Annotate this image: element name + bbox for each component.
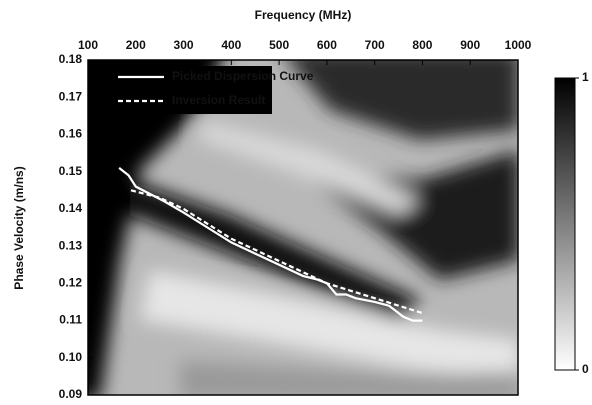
x-tick-label: 1000 xyxy=(505,38,532,52)
plot-frame xyxy=(87,59,519,396)
chart-title: Frequency (MHz) xyxy=(255,8,352,22)
x-tick-label: 400 xyxy=(221,38,241,52)
legend-label: Inversion Result xyxy=(172,93,265,107)
colorbar xyxy=(554,77,576,371)
y-tick-label: 0.17 xyxy=(59,89,83,103)
y-tick-label: 0.15 xyxy=(59,164,83,178)
x-tick-label: 300 xyxy=(174,38,194,52)
colorbar-tick-label: 0 xyxy=(582,362,589,376)
y-tick-label: 0.09 xyxy=(59,387,83,401)
data-line xyxy=(130,189,423,315)
colorbar-tick-label: 1 xyxy=(582,70,589,84)
x-tick-label: 100 xyxy=(78,38,98,52)
y-tick-label: 0.13 xyxy=(59,238,83,252)
y-tick-label: 0.14 xyxy=(59,201,83,215)
x-tick-label: 500 xyxy=(269,38,289,52)
y-tick-label: 0.10 xyxy=(59,350,83,364)
y-tick-label: 0.11 xyxy=(59,313,82,327)
y-axis-label: Phase Velocity (m/ns) xyxy=(12,166,26,289)
dispersion-image xyxy=(88,60,518,395)
y-tick-label: 0.12 xyxy=(59,276,83,290)
x-tick-label: 700 xyxy=(365,38,385,52)
y-tick-label: 0.16 xyxy=(59,127,83,141)
legend-box xyxy=(104,66,272,114)
x-tick-label: 200 xyxy=(126,38,146,52)
legend-label: Picked Dispersion Curve xyxy=(172,69,314,83)
y-tick-label: 0.18 xyxy=(59,52,83,66)
x-tick-label: 600 xyxy=(317,38,337,52)
x-tick-label: 800 xyxy=(412,38,432,52)
x-tick-label: 900 xyxy=(460,38,480,52)
